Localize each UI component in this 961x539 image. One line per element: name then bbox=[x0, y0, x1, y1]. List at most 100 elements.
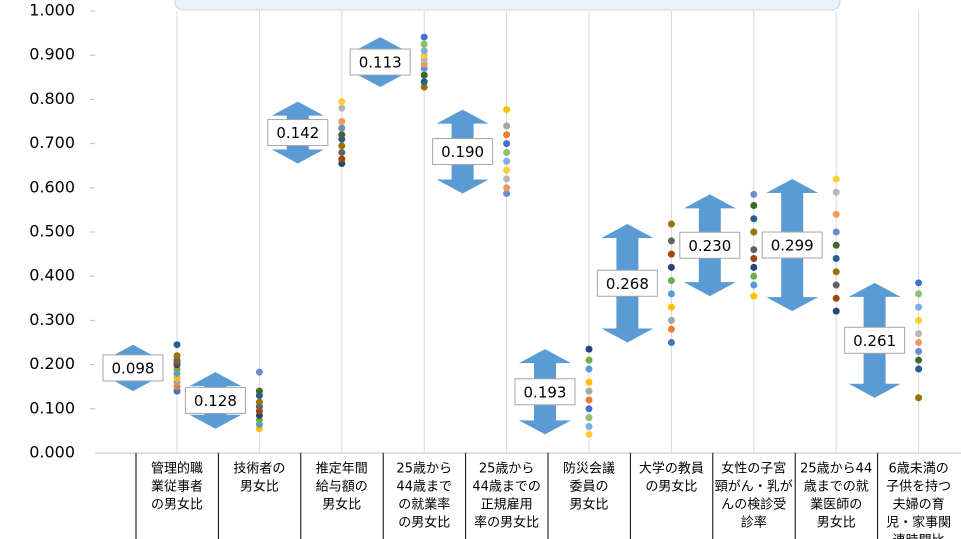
dot bbox=[832, 175, 840, 183]
range-label-box bbox=[432, 138, 494, 166]
range-label-box bbox=[679, 231, 741, 259]
x-tick-label: 女性の子宮 bbox=[721, 461, 786, 477]
dot bbox=[503, 157, 511, 165]
dot bbox=[420, 33, 428, 41]
dot bbox=[832, 188, 840, 196]
x-tick-label: 業医師の bbox=[810, 497, 862, 513]
dot bbox=[503, 190, 511, 198]
x-tick-label: 率の男女比 bbox=[474, 515, 539, 531]
x-tick-label: 管理的職 bbox=[151, 461, 203, 477]
dot bbox=[832, 268, 840, 276]
y-tick-label: 0.400 bbox=[29, 266, 75, 285]
range-label: 0.268 bbox=[606, 275, 649, 293]
dot bbox=[667, 339, 675, 346]
x-tick-label: 44歳まで bbox=[396, 480, 452, 495]
range-label-box bbox=[349, 48, 411, 76]
dot bbox=[915, 365, 923, 373]
x-tick-label: 連時間比 bbox=[893, 534, 945, 539]
dot bbox=[420, 83, 428, 91]
x-tick-label: 夫婦の育 bbox=[893, 497, 945, 513]
dot bbox=[832, 294, 840, 302]
dot bbox=[915, 279, 923, 287]
x-tick-label: の男女比 bbox=[398, 515, 450, 531]
dot bbox=[338, 98, 346, 106]
x-tick-label: 給与額の bbox=[316, 480, 368, 495]
dot bbox=[750, 272, 758, 280]
range-label: 0.193 bbox=[524, 383, 567, 401]
dot bbox=[750, 255, 758, 263]
x-tick-label: 男女比 bbox=[322, 497, 361, 513]
dot bbox=[338, 118, 346, 125]
dot bbox=[832, 228, 840, 236]
y-tick-label: 1.000 bbox=[29, 1, 75, 20]
range-label-box bbox=[596, 269, 658, 297]
range-label: 0.142 bbox=[276, 124, 319, 142]
dot bbox=[832, 210, 840, 218]
x-tick-label: 歳までの就 bbox=[804, 480, 869, 495]
dot bbox=[255, 387, 263, 395]
x-tick-label: 大学の教員 bbox=[639, 461, 704, 477]
dot bbox=[667, 316, 675, 324]
dot bbox=[750, 263, 758, 271]
x-tick-label: 男女比 bbox=[817, 515, 856, 531]
y-tick-label: 0.000 bbox=[29, 443, 75, 462]
dot bbox=[667, 277, 675, 285]
header-box bbox=[174, 0, 841, 11]
dot bbox=[420, 71, 428, 79]
dot bbox=[667, 290, 675, 298]
x-tick-label: 業従事者 bbox=[151, 479, 203, 495]
dot bbox=[503, 131, 511, 139]
dot bbox=[667, 263, 675, 271]
range-label: 0.261 bbox=[853, 332, 896, 350]
x-tick-label: 正規雇用 bbox=[481, 497, 533, 513]
dot bbox=[585, 430, 593, 438]
y-tick-label: 0.300 bbox=[29, 310, 75, 329]
dot bbox=[585, 414, 593, 422]
range-label-box bbox=[267, 119, 329, 147]
dot bbox=[832, 241, 840, 249]
dot bbox=[585, 387, 593, 395]
dot bbox=[750, 215, 758, 223]
y-tick-label: 0.500 bbox=[29, 222, 75, 241]
x-tick-label: 技術者の bbox=[233, 462, 285, 477]
x-tick-label: 25歳から bbox=[479, 462, 535, 477]
x-tick-label: の男女比 bbox=[151, 497, 203, 513]
dot bbox=[338, 155, 346, 163]
range-label: 0.299 bbox=[771, 237, 814, 255]
dot bbox=[173, 352, 181, 360]
dot bbox=[915, 394, 923, 402]
range-label: 0.098 bbox=[112, 359, 155, 377]
dot bbox=[832, 255, 840, 263]
dot bbox=[750, 201, 758, 209]
dot bbox=[585, 405, 593, 413]
dot bbox=[915, 356, 923, 364]
dot bbox=[750, 228, 758, 236]
dot bbox=[915, 347, 923, 355]
dot bbox=[585, 345, 593, 353]
dot bbox=[585, 356, 593, 364]
dot bbox=[915, 316, 923, 324]
dot bbox=[338, 148, 346, 156]
dot bbox=[503, 166, 511, 174]
x-tick-label: んの検診受 bbox=[721, 497, 786, 513]
dot bbox=[255, 398, 263, 406]
y-tick-label: 0.100 bbox=[29, 398, 75, 417]
dot bbox=[255, 368, 263, 376]
range-label-box bbox=[761, 231, 823, 259]
y-tick-label: 0.600 bbox=[29, 177, 75, 196]
dot bbox=[503, 122, 511, 130]
dot bbox=[915, 290, 923, 298]
dot bbox=[750, 246, 758, 254]
dot bbox=[585, 422, 593, 430]
range-label: 0.230 bbox=[688, 237, 731, 255]
dot bbox=[667, 325, 675, 333]
x-tick-label: 44歳までの bbox=[472, 480, 541, 495]
dot bbox=[503, 184, 511, 192]
range-label-box bbox=[844, 326, 906, 354]
dot bbox=[832, 307, 840, 315]
x-tick-label: 防災会議 bbox=[563, 461, 615, 477]
dot bbox=[420, 47, 428, 55]
dot bbox=[173, 341, 181, 349]
dot bbox=[338, 142, 346, 150]
dot bbox=[832, 281, 840, 289]
